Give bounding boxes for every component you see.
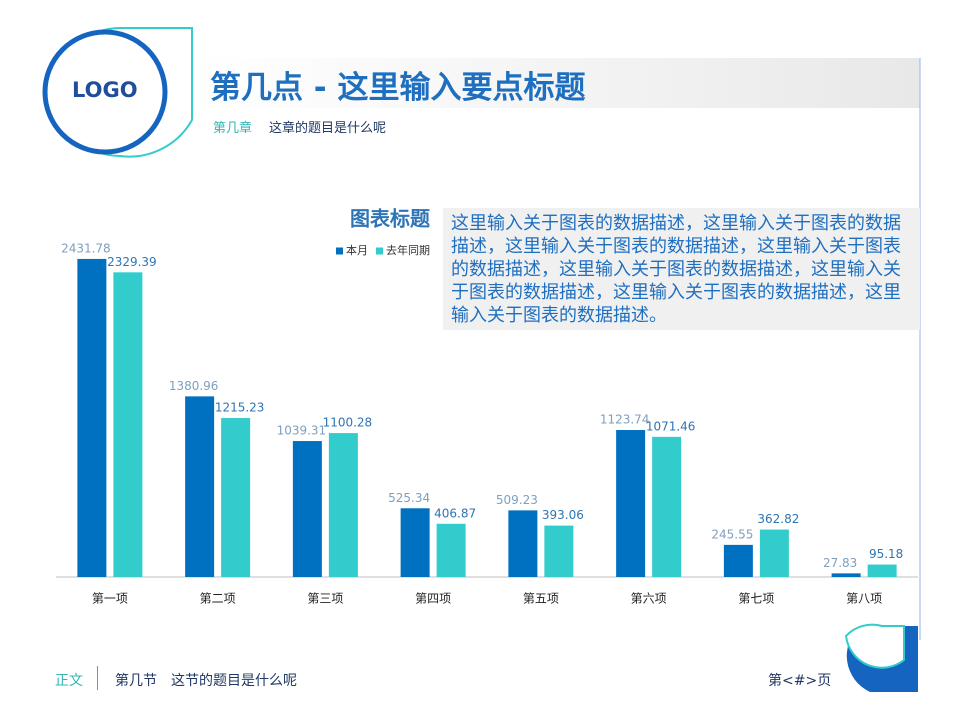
page-number: 第<#>页 [768, 673, 832, 689]
data-label: 1123.74 [600, 413, 650, 427]
footer-section: 第几节 [115, 673, 157, 689]
x-tick-label: 第八项 [846, 592, 882, 606]
data-label: 245.55 [711, 527, 753, 541]
data-label: 2329.39 [107, 255, 157, 269]
bar [759, 529, 789, 577]
data-label: 27.83 [823, 556, 857, 570]
legend-label: 去年同期 [386, 243, 430, 257]
data-label: 1380.96 [169, 379, 219, 393]
bar [723, 544, 753, 577]
bar [544, 525, 574, 577]
logo-ring [42, 29, 168, 155]
bar [328, 433, 358, 577]
data-label: 1100.28 [323, 416, 373, 430]
data-label: 525.34 [388, 491, 430, 505]
bar [113, 272, 143, 577]
title-band [190, 58, 920, 108]
logo: LOGO [72, 78, 138, 102]
bar [831, 573, 861, 577]
x-tick-label: 第一项 [92, 592, 128, 606]
bar [400, 508, 430, 577]
x-tick-label: 第五项 [523, 592, 559, 606]
x-tick-label: 第二项 [200, 592, 236, 606]
bar [185, 396, 215, 577]
x-tick-label: 第四项 [415, 592, 451, 606]
data-label: 362.82 [757, 512, 799, 526]
x-tick-label: 第七项 [738, 592, 774, 606]
chapter: 第几章 [213, 121, 253, 136]
data-label: 393.06 [542, 508, 584, 522]
legend-label: 本月 [346, 243, 368, 257]
corner-outline [844, 623, 905, 669]
legend-swatch [336, 247, 343, 255]
bar [77, 258, 107, 577]
bar [292, 441, 322, 577]
legend-swatch [376, 247, 383, 255]
chapter-title: 这章的题目是什么呢 [269, 121, 387, 136]
data-label: 1071.46 [646, 419, 696, 433]
data-label: 509.23 [496, 493, 538, 507]
footer-divider [97, 666, 98, 690]
data-label: 406.87 [434, 506, 476, 520]
data-label: 1215.23 [215, 401, 265, 415]
bar [436, 523, 466, 577]
bar [221, 418, 251, 577]
bar [616, 430, 646, 577]
bar [867, 564, 897, 577]
bar [652, 436, 682, 577]
data-label: 95.18 [869, 547, 903, 561]
description: 这里输入关于图表的数据描述，这里输入关于图表的数据描述，这里输入关于图表的数据描… [443, 208, 920, 330]
data-label: 2431.78 [61, 241, 111, 255]
page-title: 第几点 - 这里输入要点标题 [210, 70, 586, 106]
footer-label: 正文 [55, 673, 83, 689]
footer-section-title: 这节的题目是什么呢 [171, 673, 297, 689]
x-tick-label: 第三项 [307, 592, 343, 606]
data-label: 1039.31 [277, 424, 327, 438]
x-tick-label: 第六项 [631, 592, 667, 606]
bar [508, 510, 538, 577]
chart-title: 图表标题 [350, 207, 431, 231]
